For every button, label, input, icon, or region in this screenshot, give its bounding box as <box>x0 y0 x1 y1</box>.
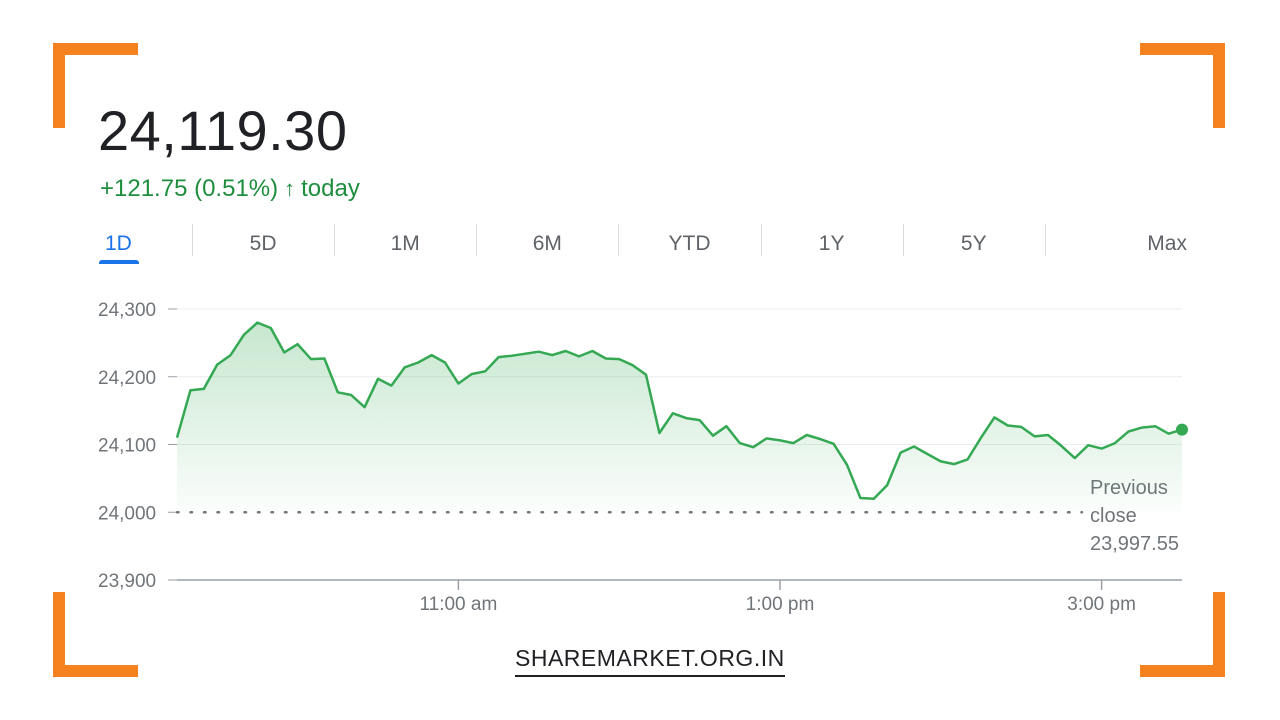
tab-label: YTD <box>668 232 711 255</box>
tab-1y[interactable]: 1Y <box>760 222 903 266</box>
series-area-fill <box>177 322 1182 513</box>
y-tick-label: 24,200 <box>98 368 156 389</box>
tab-label: Max <box>1147 232 1187 255</box>
tab-label: 1M <box>390 232 420 255</box>
y-tick-label: 23,900 <box>98 571 156 592</box>
y-tick-label: 24,100 <box>98 436 156 457</box>
y-tick-label: 24,300 <box>98 300 156 321</box>
tab-label: 5D <box>249 232 277 255</box>
corner-bracket-bottom-right <box>1140 592 1225 677</box>
range-tabs: 1D 5D 1M 6M YTD 1Y 5Y Max <box>95 222 1187 266</box>
tab-5d[interactable]: 5D <box>192 222 334 266</box>
tab-ytd[interactable]: YTD <box>618 222 760 266</box>
tab-5y[interactable]: 5Y <box>902 222 1045 266</box>
tab-6m[interactable]: 6M <box>476 222 618 266</box>
tab-1d[interactable]: 1D <box>95 222 192 266</box>
last-price-point <box>1176 423 1188 436</box>
x-tick-label: 1:00 pm <box>746 594 815 615</box>
corner-bracket-bottom-left <box>53 592 138 677</box>
tab-label: 1Y <box>818 232 845 255</box>
tab-max[interactable]: Max <box>1044 222 1187 266</box>
series-group <box>175 321 1188 513</box>
corner-bracket-top-left <box>53 43 138 128</box>
x-tick-label: 3:00 pm <box>1067 594 1136 615</box>
tab-1m[interactable]: 1M <box>334 222 476 266</box>
change-value: +121.75 (0.51%) <box>100 175 279 202</box>
previous-close-label: 23,997.55 <box>1090 533 1179 555</box>
arrow-up-icon: ↑ <box>284 176 296 201</box>
tab-label: 1D <box>105 232 132 255</box>
price-change: +121.75 (0.51%) ↑ today <box>100 175 360 203</box>
y-axis-labels: 24,300 24,200 24,100 24,000 23,900 <box>98 300 177 592</box>
tab-label: 5Y <box>960 232 987 255</box>
active-tab-indicator <box>99 260 139 264</box>
x-tick-label: 11:00 am <box>419 594 497 615</box>
series-line <box>175 321 1183 500</box>
current-price: 24,119.30 <box>98 99 348 162</box>
site-watermark: SHAREMARKET.ORG.IN <box>515 645 785 677</box>
x-axis: 11:00 am 1:00 pm 3:00 pm <box>177 579 1182 615</box>
y-tick-label: 24,000 <box>98 503 156 524</box>
change-suffix: today <box>301 175 360 202</box>
tab-label: 6M <box>532 232 562 255</box>
corner-bracket-top-right <box>1140 43 1225 128</box>
